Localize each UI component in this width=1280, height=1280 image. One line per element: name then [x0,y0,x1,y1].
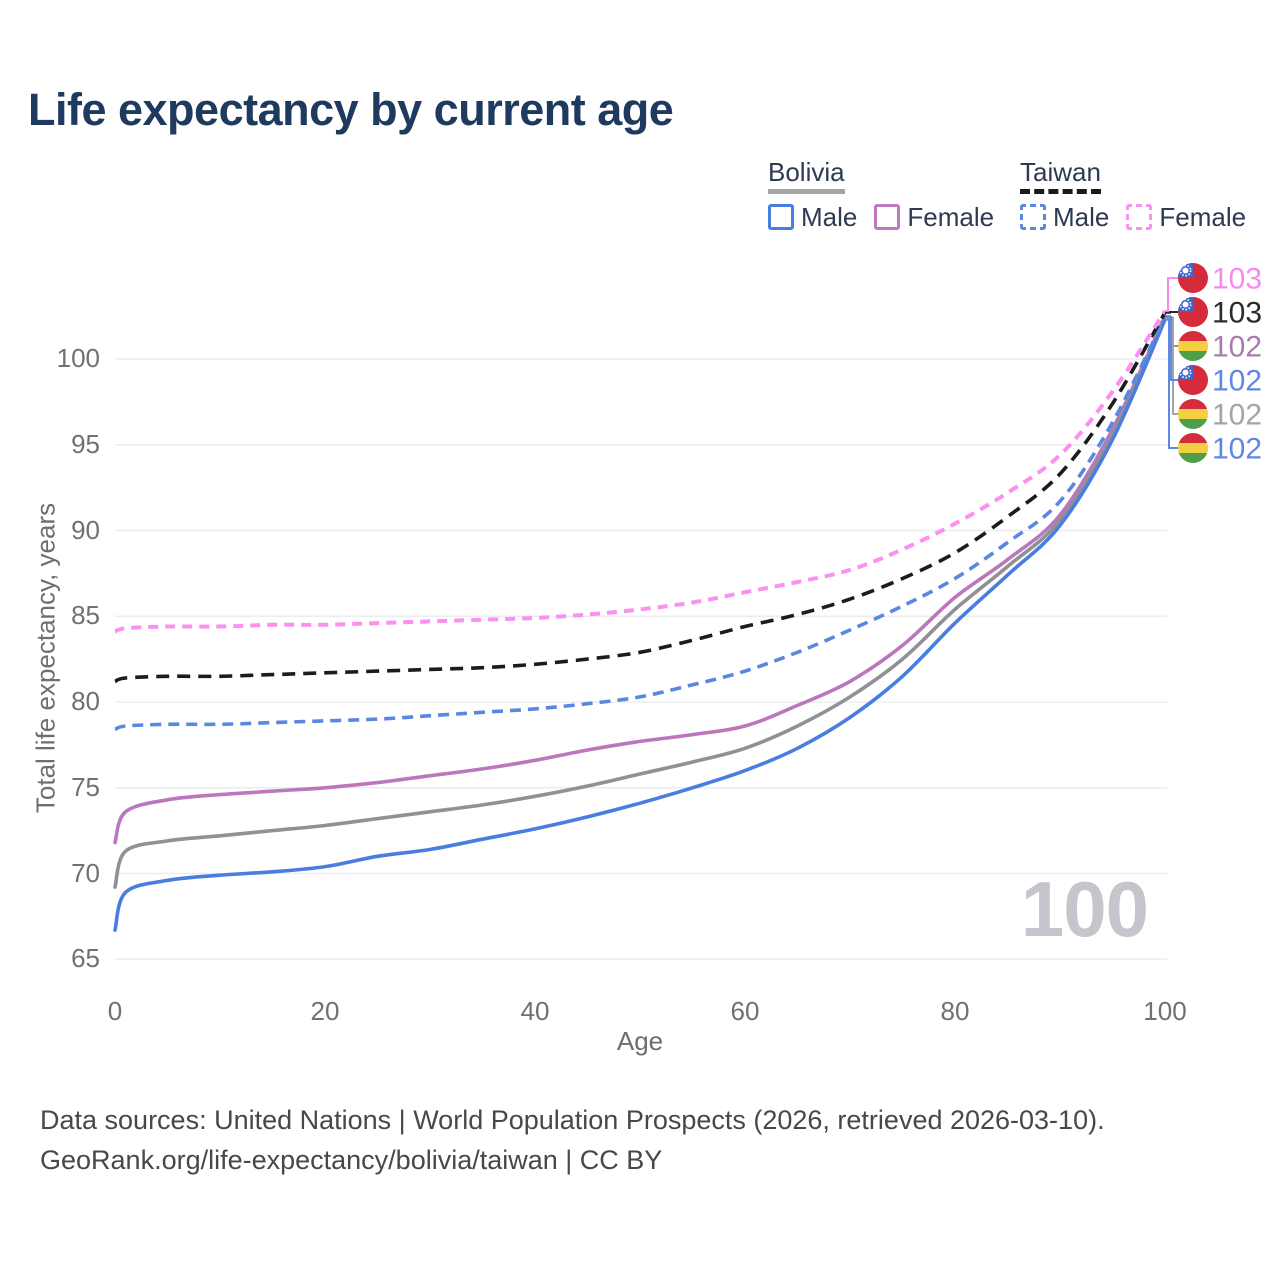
legend-item-bolivia-male[interactable]: Male [768,202,857,233]
y-axis-tick: 75 [71,771,100,802]
x-axis-title: Age [616,1026,664,1056]
end-label-value-bolivia-female: 102 [1212,331,1262,364]
end-label-leader-taiwan-male [1165,316,1178,381]
end-label-value-taiwan-both: 103 [1212,297,1262,330]
legend-item-taiwan-male[interactable]: Male [1020,202,1109,233]
series-line-bolivia-both [113,316,1167,889]
legend-group-bolivia: Bolivia Male Female [768,157,1011,233]
taiwan-flag-icon [1178,263,1208,293]
legend-group-taiwan: Taiwan Male Female [1020,157,1263,233]
y-axis-tick: 100 [56,343,100,373]
legend-group-taiwan-label: Taiwan [1020,157,1101,194]
x-axis-tick: 100 [1143,996,1187,1026]
end-label-leader-taiwan-female [1165,277,1178,312]
bolivia-flag-icon [1178,331,1208,361]
series-line-taiwan-both [114,311,1167,684]
x-axis-tick: 60 [730,996,760,1026]
legend-item-bolivia-female[interactable]: Female [874,202,994,233]
taiwan-flag-icon [1178,365,1208,395]
taiwan-flag-icon [1178,297,1208,327]
end-label-leader-bolivia-male [1165,318,1178,449]
legend-swatch-taiwan-male-icon [1020,204,1046,231]
footer-sources: Data sources: United Nations | World Pop… [40,1105,1105,1135]
bolivia-flag-icon [1178,433,1208,463]
end-label-value-bolivia-both: 102 [1212,399,1262,432]
watermark-100: 100 [1020,865,1149,953]
legend-row-bolivia: Male Female [768,202,1011,233]
y-axis-tick: 70 [71,857,100,888]
legend-swatch-taiwan-female-icon [1126,204,1153,231]
series-line-taiwan-male [114,316,1167,732]
x-axis-tick: 40 [520,996,550,1026]
x-axis-tick: 0 [107,996,123,1026]
legend-group-bolivia-label: Bolivia [768,157,845,194]
end-label-value-bolivia-male: 102 [1212,433,1262,466]
end-label-leader-taiwan-both [1165,311,1178,314]
footer-attribution: GeoRank.org/life-expectancy/bolivia/taiw… [40,1145,663,1175]
page-title: Life expectancy by current age [28,84,674,135]
y-axis-tick: 95 [71,428,100,459]
series-line-bolivia-female [113,314,1167,845]
end-label-value-taiwan-female: 103 [1212,263,1262,296]
end-label-value-taiwan-male: 102 [1212,365,1262,398]
legend-swatch-bolivia-female-icon [874,204,901,231]
legend-swatch-bolivia-male-icon [768,204,794,231]
y-axis-tick: 65 [71,943,100,974]
legend-item-taiwan-female[interactable]: Female [1126,202,1246,233]
y-axis-tick: 85 [71,600,100,631]
y-axis-tick: 90 [71,514,100,545]
series-line-bolivia-male [113,317,1167,932]
legend-row-taiwan: Male Female [1020,202,1263,233]
legend-item-label: Male [1053,201,1110,232]
x-axis-tick: 80 [940,996,970,1026]
y-axis-tick: 80 [71,686,100,716]
series-line-taiwan-female [114,309,1167,634]
legend-item-label: Female [907,201,995,232]
x-axis-tick: 20 [310,996,340,1026]
footer: Data sources: United Nations | World Pop… [40,1100,1105,1180]
bolivia-flag-icon [1178,399,1208,429]
legend-item-label: Male [801,201,858,232]
legend-item-label: Female [1159,201,1247,232]
